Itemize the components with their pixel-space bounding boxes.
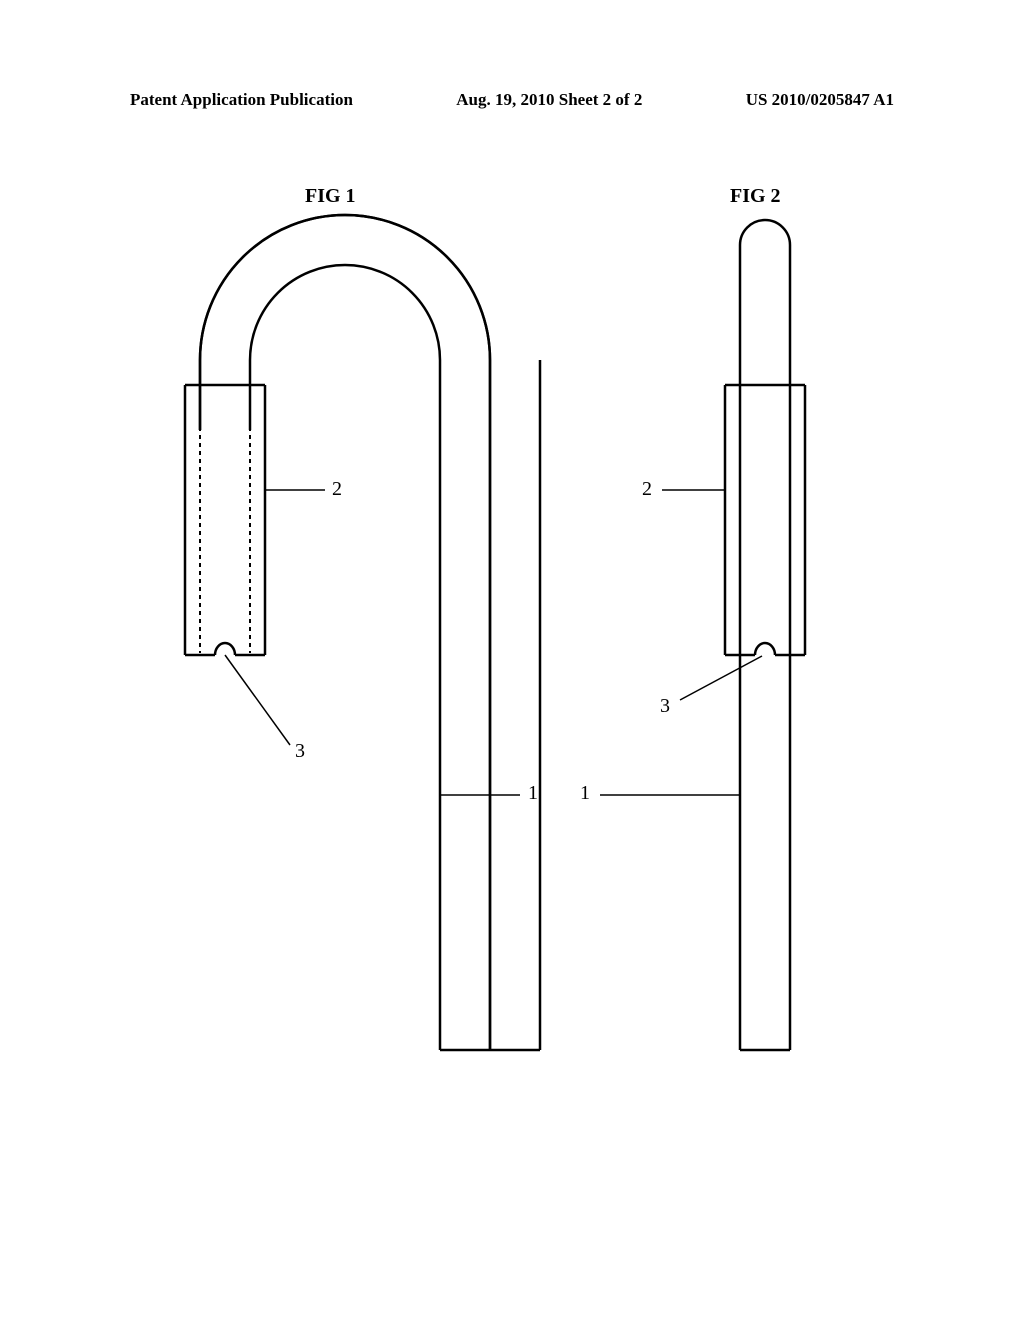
patent-header: Patent Application Publication Aug. 19, …	[0, 90, 1024, 110]
header-right: US 2010/0205847 A1	[746, 90, 894, 110]
fig1-drawing	[185, 215, 540, 1050]
patent-drawing-svg	[150, 180, 870, 1080]
figure-area: FIG 1 FIG 2	[150, 180, 870, 1080]
fig2-drawing	[600, 220, 805, 1050]
fig1-ref-2: 2	[332, 478, 342, 501]
header-left: Patent Application Publication	[130, 90, 353, 110]
fig2-ref-2: 2	[642, 478, 652, 501]
fig2-ref-3: 3	[660, 695, 670, 718]
fig2-sleeve	[725, 385, 805, 655]
fig1-sleeve	[185, 385, 265, 655]
fig1-ref-1: 1	[528, 782, 538, 805]
fig2-ref-1: 1	[580, 782, 590, 805]
header-center: Aug. 19, 2010 Sheet 2 of 2	[456, 90, 642, 110]
fig1-ref-3: 3	[295, 740, 305, 763]
